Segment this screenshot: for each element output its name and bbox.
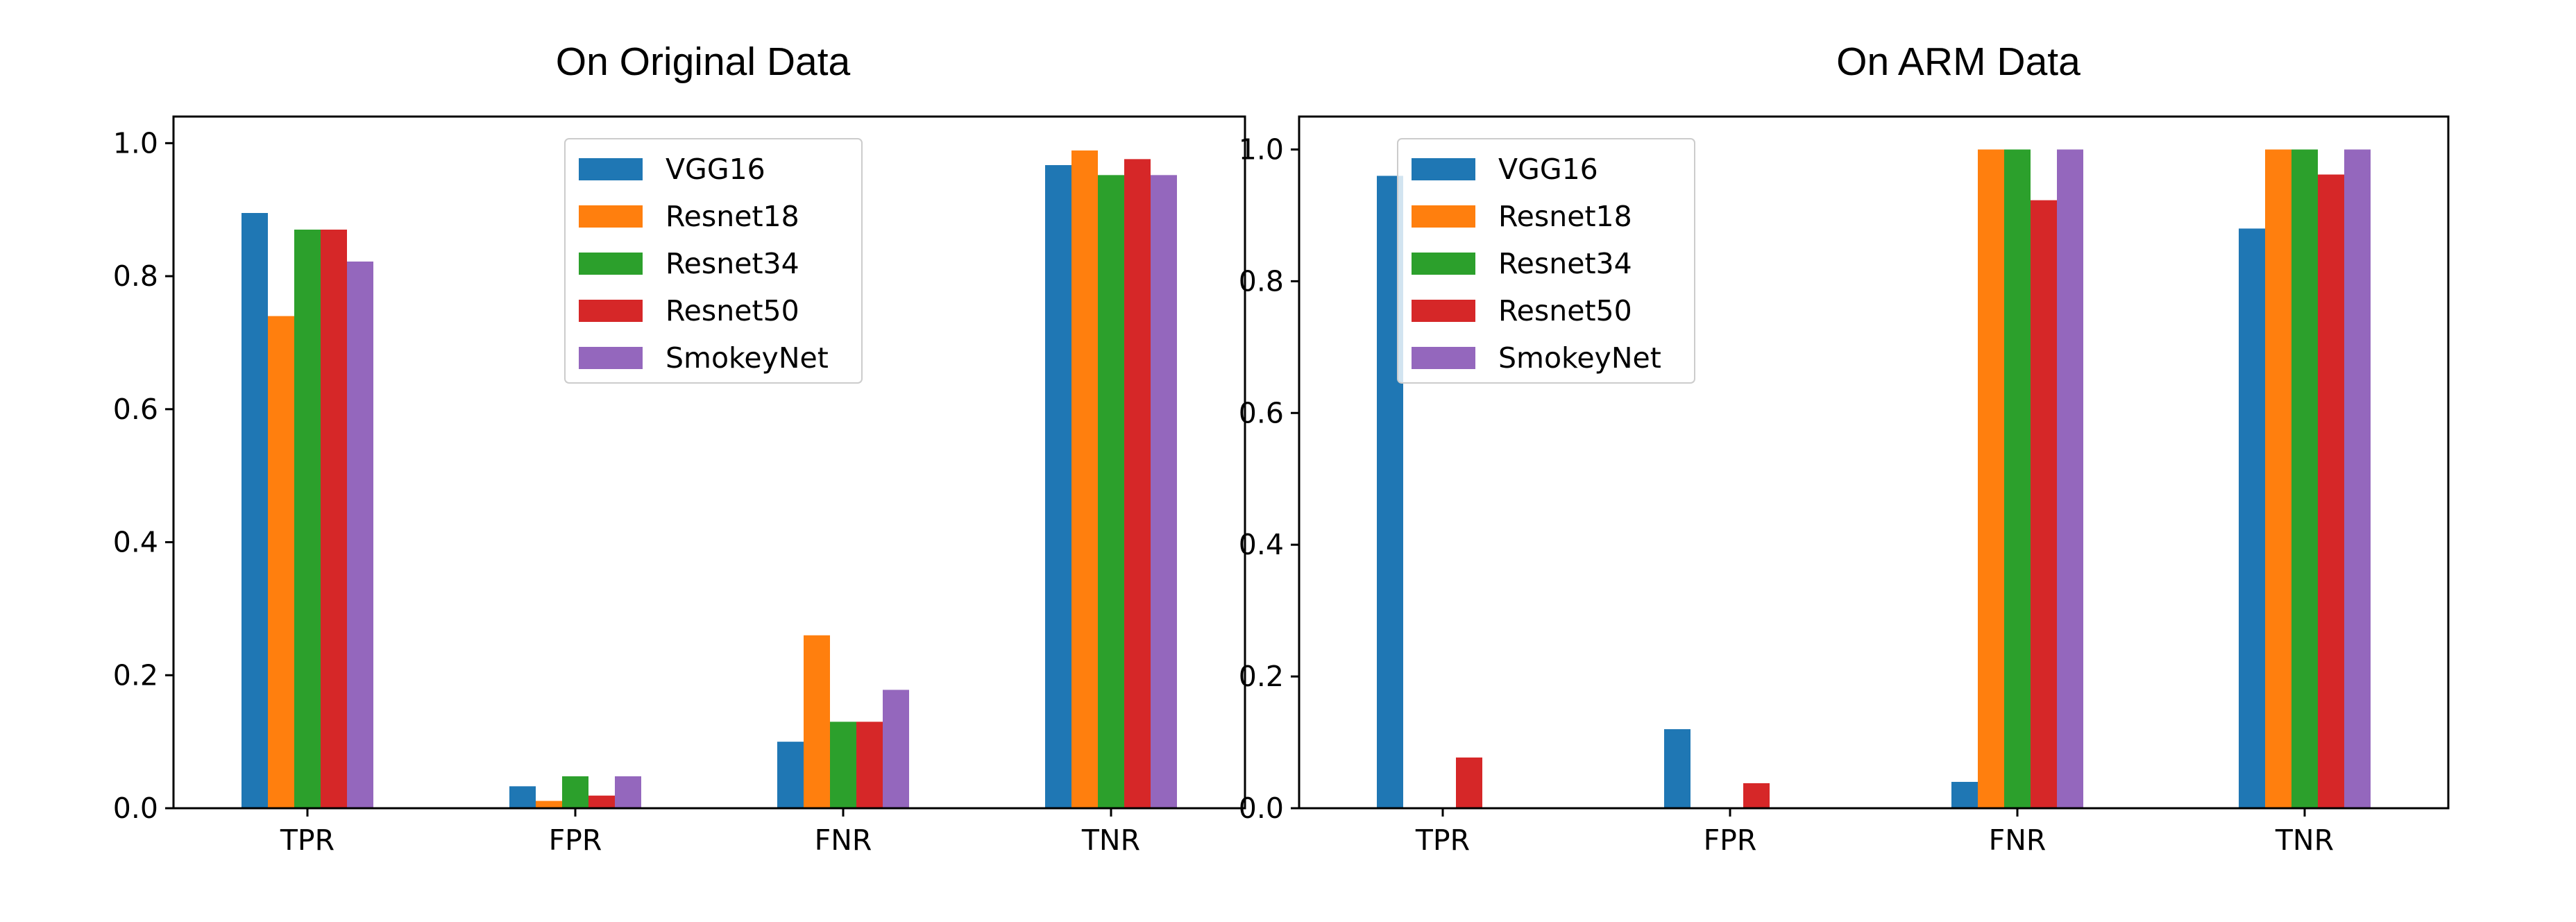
y-tick-label: 0.8 bbox=[1239, 264, 1284, 298]
x-tick-label: TPR bbox=[280, 823, 334, 857]
legend-swatch bbox=[1412, 347, 1475, 369]
y-tick-label: 0.6 bbox=[113, 393, 158, 426]
x-tick-label: FPR bbox=[1704, 823, 1757, 857]
legend-label: Resnet34 bbox=[1498, 247, 1632, 280]
y-tick-label: 0.0 bbox=[113, 792, 158, 825]
y-tick-label: 0.4 bbox=[113, 526, 158, 559]
y-tick-label: 0.0 bbox=[1239, 792, 1284, 825]
bar-resnet50-tnr bbox=[1124, 159, 1151, 808]
bar-smokeynet-tpr bbox=[347, 261, 373, 808]
chart-title: On Original Data bbox=[556, 40, 851, 84]
bar-resnet34-tpr bbox=[294, 229, 321, 808]
legend-label: VGG16 bbox=[666, 153, 765, 186]
bars bbox=[1377, 149, 2371, 808]
bar-resnet34-fpr bbox=[562, 776, 588, 808]
y-tick-label: 0.2 bbox=[1239, 660, 1284, 693]
y-tick-label: 1.0 bbox=[113, 126, 158, 160]
bar-vgg16-fnr bbox=[1951, 782, 1978, 808]
bar-resnet34-tnr bbox=[1098, 175, 1124, 808]
legend-swatch bbox=[1412, 300, 1475, 322]
legend: VGG16 Resnet18 Resnet34 Resnet50 SmokeyNet bbox=[1397, 138, 1695, 384]
bar-smokeynet-tnr bbox=[1151, 175, 1177, 808]
legend-label: Resnet50 bbox=[1498, 294, 1632, 327]
bar-smokeynet-fnr bbox=[883, 690, 909, 808]
bar-smokeynet-tnr bbox=[2344, 149, 2371, 808]
bar-vgg16-tnr bbox=[1045, 164, 1071, 808]
x-tick-label: TNR bbox=[2275, 823, 2334, 857]
legend-swatch bbox=[1412, 158, 1475, 180]
bar-resnet34-fnr bbox=[830, 722, 856, 808]
chart-title: On ARM Data bbox=[1836, 40, 2081, 84]
bar-resnet18-tnr bbox=[2265, 149, 2291, 808]
y-tick-label: 1.0 bbox=[1239, 133, 1284, 166]
x-tick-label: FPR bbox=[549, 823, 602, 857]
bar-resnet50-fpr bbox=[1743, 783, 1770, 808]
bar-resnet50-tpr bbox=[1456, 757, 1482, 808]
y-tick-label: 0.2 bbox=[113, 658, 158, 692]
bar-resnet18-fnr bbox=[1978, 149, 2004, 808]
bar-resnet18-fpr bbox=[536, 801, 562, 808]
x-tick-label: FNR bbox=[815, 823, 872, 857]
legend-label: Resnet18 bbox=[1498, 200, 1632, 233]
bar-vgg16-fpr bbox=[509, 786, 536, 808]
legend-swatch bbox=[1412, 205, 1475, 228]
bar-vgg16-fnr bbox=[777, 742, 804, 808]
bar-resnet34-tnr bbox=[2291, 149, 2318, 808]
bar-smokeynet-fpr bbox=[615, 776, 641, 808]
bar-resnet50-tpr bbox=[321, 229, 347, 808]
bar-resnet34-fnr bbox=[2004, 149, 2031, 808]
bar-vgg16-tpr bbox=[242, 213, 268, 808]
bar-resnet50-fnr bbox=[2031, 200, 2057, 808]
x-tick-label: FNR bbox=[1989, 823, 2047, 857]
bar-vgg16-fpr bbox=[1664, 729, 1690, 808]
x-tick-label: TNR bbox=[1081, 823, 1140, 857]
axes-frame bbox=[1298, 115, 2450, 810]
bar-resnet50-tnr bbox=[2318, 174, 2344, 808]
bar-vgg16-tnr bbox=[2239, 228, 2265, 808]
y-tick-label: 0.8 bbox=[113, 259, 158, 293]
legend-label: Resnet50 bbox=[666, 294, 799, 327]
y-tick-label: 0.4 bbox=[1239, 528, 1284, 561]
legend-label: Resnet34 bbox=[666, 247, 799, 280]
bar-resnet50-fnr bbox=[856, 722, 883, 808]
legend-label: VGG16 bbox=[1498, 153, 1598, 186]
chart-original-data: On Original Data 0.0 0.2 0.4 0.6 0.8 1.0 TPR FP… bbox=[113, 40, 1246, 857]
legend-label: Resnet18 bbox=[666, 200, 799, 233]
x-tick-label: TPR bbox=[1415, 823, 1470, 857]
bar-resnet50-fpr bbox=[588, 795, 615, 808]
legend-swatch bbox=[1412, 253, 1475, 275]
legend-swatch bbox=[579, 158, 643, 180]
chart-arm-data: On ARM Data 0.0 0.2 0.4 0.6 0.8 1.0 TPR FPR FNR T… bbox=[1239, 40, 2450, 857]
bar-resnet18-tpr bbox=[268, 316, 294, 808]
y-tick-label: 0.6 bbox=[1239, 396, 1284, 429]
legend-swatch bbox=[579, 253, 643, 275]
legend-label: SmokeyNet bbox=[1498, 341, 1661, 375]
legend-swatch bbox=[579, 205, 643, 228]
legend-swatch bbox=[579, 347, 643, 369]
axes-frame bbox=[172, 115, 1246, 810]
legend: VGG16 Resnet18 Resnet34 Resnet50 SmokeyNet bbox=[564, 138, 863, 384]
bar-resnet18-fnr bbox=[804, 635, 830, 808]
bar-resnet18-tnr bbox=[1071, 150, 1098, 808]
bars bbox=[242, 150, 1177, 808]
bar-smokeynet-fnr bbox=[2057, 149, 2083, 808]
legend-swatch bbox=[579, 300, 643, 322]
legend-label: SmokeyNet bbox=[666, 341, 829, 375]
